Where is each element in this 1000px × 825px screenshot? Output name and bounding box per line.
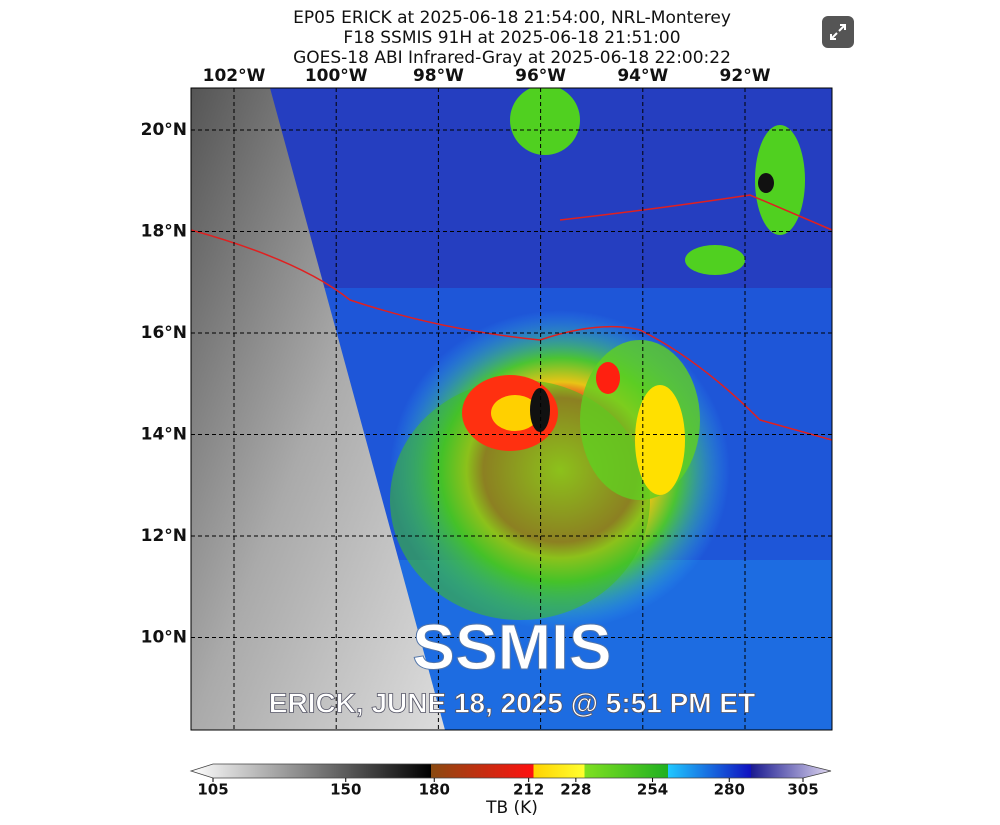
colorbar-tick-label: 180 xyxy=(419,781,450,799)
overlay-headline: SSMIS xyxy=(412,611,611,683)
satellite-image xyxy=(191,88,832,730)
latitude-label: 14°N xyxy=(141,425,187,445)
expand-icon xyxy=(830,24,846,40)
colorbar-tick-label: 150 xyxy=(330,781,361,799)
title-line: GOES-18 ABI Infrared-Gray at 2025-06-18 … xyxy=(293,48,731,68)
longitude-label: 100°W xyxy=(305,66,368,86)
latitude-label: 20°N xyxy=(141,120,187,140)
graticule xyxy=(191,88,832,730)
colorbar xyxy=(189,763,832,779)
map-frame xyxy=(190,87,833,731)
longitude-label: 96°W xyxy=(515,66,566,86)
latitude-label: 18°N xyxy=(141,222,187,242)
longitude-label: 102°W xyxy=(203,66,266,86)
colorbar-tick-label: 105 xyxy=(197,781,228,799)
longitude-label: 98°W xyxy=(413,66,464,86)
latitude-label: 10°N xyxy=(141,628,187,648)
colorbar-tick-label: 280 xyxy=(714,781,745,799)
longitude-label: 92°W xyxy=(720,66,771,86)
latitude-label: 12°N xyxy=(141,526,187,546)
colorbar-label: TB (K) xyxy=(485,798,538,818)
title-line: F18 SSMIS 91H at 2025-06-18 21:51:00 xyxy=(343,28,680,48)
colorbar-tick-label: 305 xyxy=(787,781,818,799)
latitude-label: 16°N xyxy=(141,323,187,343)
title-line: EP05 ERICK at 2025-06-18 21:54:00, NRL-M… xyxy=(293,8,731,28)
expand-button[interactable] xyxy=(822,16,854,48)
colorbar-tick-label: 254 xyxy=(637,781,668,799)
colorbar-tick-label: 228 xyxy=(560,781,591,799)
longitude-label: 94°W xyxy=(617,66,668,86)
overlay-caption: ERICK, JUNE 18, 2025 @ 5:51 PM ET xyxy=(269,687,755,718)
colorbar-tick-label: 212 xyxy=(513,781,544,799)
